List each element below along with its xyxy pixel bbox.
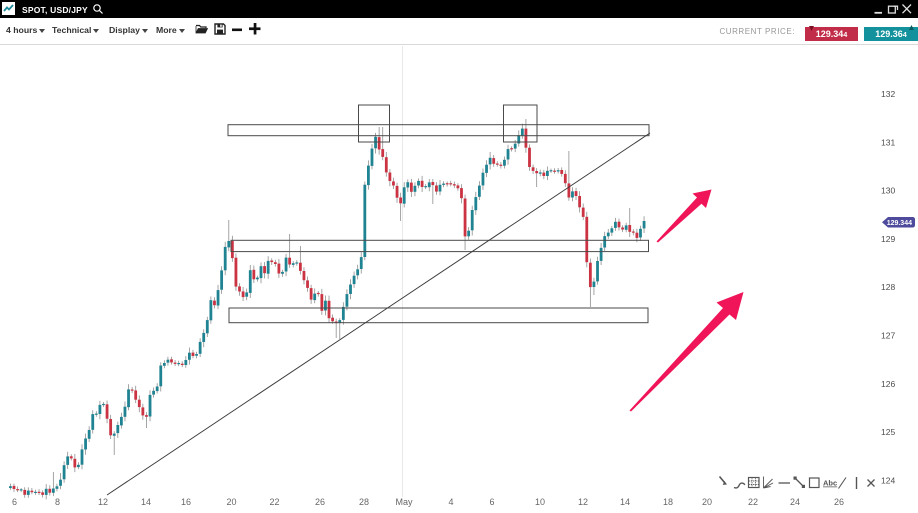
svg-text:12: 12 <box>578 497 588 507</box>
svg-text:128: 128 <box>881 282 895 292</box>
svg-text:129.344: 129.344 <box>887 220 912 227</box>
svg-text:20: 20 <box>226 497 236 507</box>
svg-text:20: 20 <box>702 497 712 507</box>
svg-text:22: 22 <box>269 497 279 507</box>
svg-text:26: 26 <box>834 497 844 507</box>
svg-text:Abc: Abc <box>823 479 837 488</box>
svg-text:12: 12 <box>98 497 108 507</box>
svg-text:28: 28 <box>359 497 369 507</box>
svg-text:126: 126 <box>881 379 895 389</box>
svg-text:132: 132 <box>881 89 895 99</box>
svg-text:6: 6 <box>12 497 17 507</box>
svg-text:127: 127 <box>881 331 895 341</box>
svg-text:6: 6 <box>489 497 494 507</box>
svg-text:130: 130 <box>881 186 895 196</box>
svg-text:129: 129 <box>881 234 895 244</box>
svg-text:26: 26 <box>315 497 325 507</box>
svg-text:14: 14 <box>141 497 151 507</box>
svg-text:24: 24 <box>790 497 800 507</box>
svg-text:14: 14 <box>620 497 630 507</box>
svg-text:131: 131 <box>881 137 895 147</box>
svg-text:18: 18 <box>663 497 673 507</box>
svg-text:16: 16 <box>181 497 191 507</box>
svg-text:125: 125 <box>881 427 895 437</box>
svg-text:124: 124 <box>881 475 895 485</box>
svg-text:4: 4 <box>448 497 453 507</box>
svg-text:22: 22 <box>748 497 758 507</box>
svg-text:8: 8 <box>55 497 60 507</box>
svg-text:10: 10 <box>535 497 545 507</box>
svg-text:May: May <box>395 497 413 507</box>
